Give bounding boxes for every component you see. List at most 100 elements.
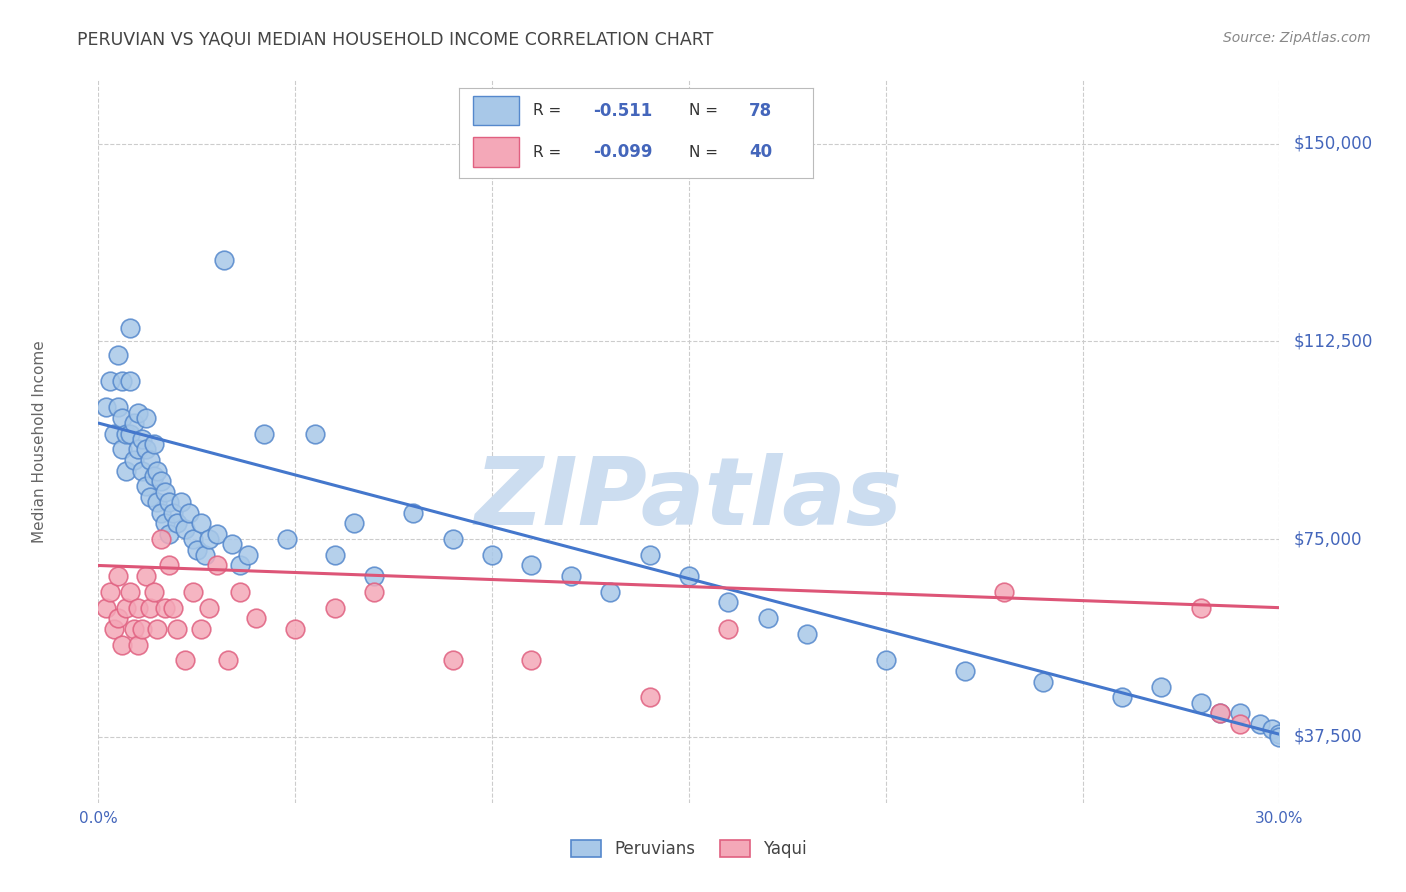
Point: [1249, 716, 1271, 731]
Point: [186, 542, 208, 557]
Point: [118, 321, 141, 335]
Point: [205, 526, 228, 541]
Point: [150, 532, 173, 546]
Point: [236, 548, 259, 562]
Point: [118, 374, 141, 388]
Point: [323, 600, 346, 615]
Point: [717, 595, 740, 609]
Point: [157, 495, 180, 509]
Point: [138, 490, 160, 504]
Point: [157, 526, 180, 541]
Point: [146, 495, 169, 509]
Point: [177, 506, 200, 520]
Point: [127, 442, 149, 457]
Point: [197, 600, 219, 615]
Point: [122, 453, 145, 467]
Point: [127, 600, 149, 615]
Point: [304, 426, 326, 441]
Point: [756, 611, 779, 625]
Point: [678, 569, 700, 583]
Point: [229, 558, 252, 573]
Point: [190, 516, 212, 531]
Point: [638, 548, 661, 562]
Point: [953, 664, 976, 678]
Point: [1209, 706, 1232, 720]
Point: [174, 653, 197, 667]
Point: [118, 426, 141, 441]
Point: [1268, 730, 1291, 744]
Point: [142, 468, 165, 483]
Point: [103, 622, 125, 636]
Point: [138, 453, 160, 467]
Point: [194, 548, 217, 562]
Point: [122, 416, 145, 430]
Point: [363, 585, 385, 599]
Point: [107, 347, 129, 361]
Point: [146, 464, 169, 478]
Point: [1189, 600, 1212, 615]
Point: [245, 611, 267, 625]
Point: [146, 622, 169, 636]
Point: [103, 426, 125, 441]
Point: [162, 600, 184, 615]
Point: [98, 374, 121, 388]
Point: [135, 479, 157, 493]
Point: [111, 374, 134, 388]
Point: [441, 532, 464, 546]
Point: [107, 611, 129, 625]
Point: [166, 516, 188, 531]
Point: [155, 600, 177, 615]
Text: ZIPatlas: ZIPatlas: [475, 453, 903, 545]
Point: [111, 410, 134, 425]
Point: [115, 600, 138, 615]
Point: [253, 426, 276, 441]
Text: Median Household Income: Median Household Income: [32, 340, 46, 543]
Point: [229, 585, 252, 599]
Point: [122, 622, 145, 636]
Point: [166, 622, 188, 636]
Point: [162, 506, 184, 520]
Legend: Peruvians, Yaqui: Peruvians, Yaqui: [562, 832, 815, 867]
Point: [115, 426, 138, 441]
Point: [717, 622, 740, 636]
Point: [284, 622, 307, 636]
Point: [190, 622, 212, 636]
Text: $37,500: $37,500: [1294, 728, 1362, 746]
Point: [181, 532, 204, 546]
Point: [150, 506, 173, 520]
Point: [131, 464, 153, 478]
Point: [142, 437, 165, 451]
Point: [214, 252, 236, 267]
Point: [96, 401, 118, 415]
Point: [276, 532, 298, 546]
Point: [481, 548, 503, 562]
Point: [638, 690, 661, 705]
Point: [157, 558, 180, 573]
Point: [118, 585, 141, 599]
Point: [174, 522, 197, 536]
Point: [131, 622, 153, 636]
Point: [363, 569, 385, 583]
Point: [599, 585, 621, 599]
Point: [520, 653, 543, 667]
Point: [155, 484, 177, 499]
Point: [96, 600, 118, 615]
Text: Source: ZipAtlas.com: Source: ZipAtlas.com: [1223, 31, 1371, 45]
Point: [441, 653, 464, 667]
Text: PERUVIAN VS YAQUI MEDIAN HOUSEHOLD INCOME CORRELATION CHART: PERUVIAN VS YAQUI MEDIAN HOUSEHOLD INCOM…: [77, 31, 714, 49]
Point: [1268, 727, 1291, 741]
Point: [796, 627, 818, 641]
Point: [155, 516, 177, 531]
Point: [993, 585, 1015, 599]
Point: [135, 410, 157, 425]
Text: $150,000: $150,000: [1294, 135, 1372, 153]
Point: [115, 464, 138, 478]
Point: [1260, 722, 1282, 736]
Point: [343, 516, 366, 531]
Point: [1150, 680, 1173, 694]
Point: [875, 653, 897, 667]
Point: [111, 442, 134, 457]
Point: [131, 432, 153, 446]
Point: [221, 537, 243, 551]
Point: [138, 600, 160, 615]
